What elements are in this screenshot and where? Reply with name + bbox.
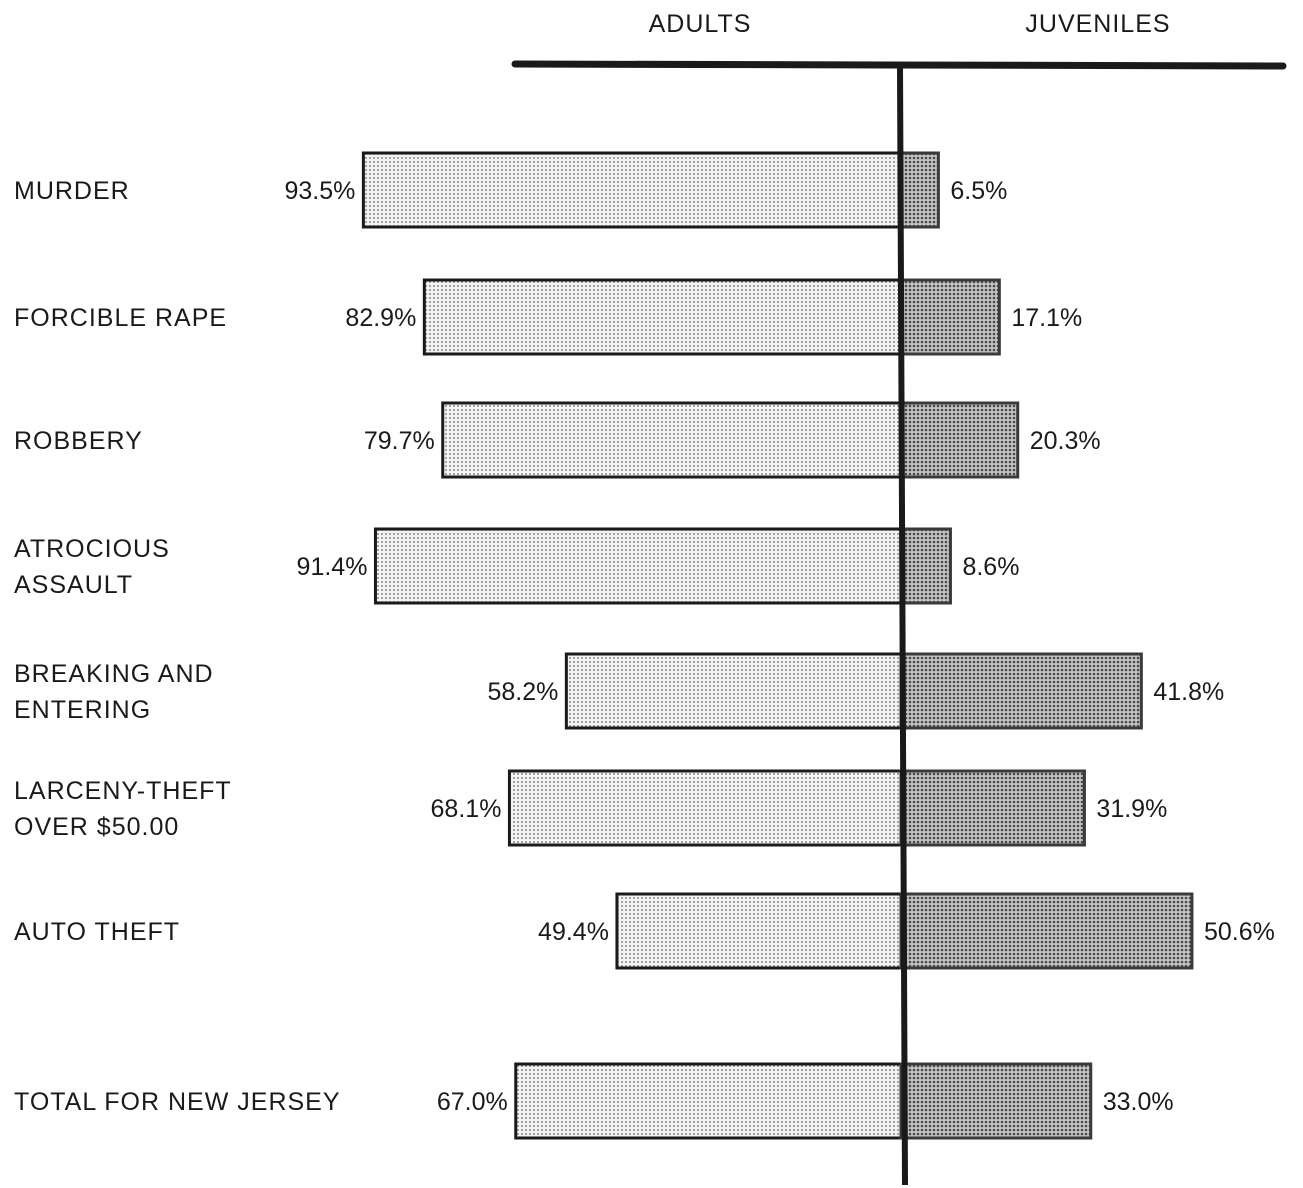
juveniles-value-label: 31.9% [1096, 795, 1167, 823]
category-label: FORCIBLE RAPE [14, 304, 227, 332]
category-label: ENTERING [14, 696, 151, 724]
juveniles-bar [899, 401, 1020, 479]
category-label: BREAKING AND [14, 660, 214, 688]
category-label: AUTO THEFT [14, 918, 180, 946]
adults-bar [514, 1062, 903, 1140]
adults-value-label: 91.4% [297, 553, 368, 581]
category-label: TOTAL FOR NEW JERSEY [14, 1088, 341, 1116]
category-label: MURDER [14, 177, 130, 205]
adults-bar [441, 401, 903, 479]
adults-value-label: 58.2% [487, 678, 558, 706]
juveniles-value-label: 41.8% [1153, 678, 1224, 706]
adults-value-label: 82.9% [345, 304, 416, 332]
juveniles-value-label: 8.6% [962, 553, 1019, 581]
category-label: ASSAULT [14, 571, 133, 599]
header-rule [511, 60, 1287, 70]
juveniles-value-label: 33.0% [1103, 1088, 1174, 1116]
juveniles-value-label: 50.6% [1204, 918, 1275, 946]
adults-value-label: 67.0% [437, 1088, 508, 1116]
juveniles-bar [899, 769, 1086, 847]
juveniles-bar [899, 278, 1001, 356]
category-label: LARCENY-THEFT [14, 777, 232, 805]
adults-bar [615, 892, 903, 970]
adults-value-label: 68.1% [431, 795, 502, 823]
adults-bar [373, 527, 903, 605]
adults-value-label: 93.5% [284, 177, 355, 205]
center-axis [897, 65, 908, 1186]
adults-value-label: 49.4% [538, 918, 609, 946]
juveniles-header: JUVENILES [1025, 10, 1170, 38]
category-label: OVER $50.00 [14, 813, 179, 841]
juveniles-value-label: 20.3% [1030, 427, 1101, 455]
juveniles-value-label: 17.1% [1011, 304, 1082, 332]
adults-value-label: 79.7% [364, 427, 435, 455]
juveniles-bar [899, 151, 940, 229]
adults-bar [507, 769, 903, 847]
adults-bar [361, 151, 903, 229]
juveniles-bar [899, 652, 1143, 730]
juveniles-bar [899, 527, 952, 605]
juveniles-bar [899, 892, 1194, 970]
bar-group: 93.5% 6.5% MURDER 82.9% 17.1% FORCIBLE RAPE 79… [14, 151, 1275, 1140]
juveniles-bar [899, 1062, 1093, 1140]
juveniles-value-label: 6.5% [950, 177, 1007, 205]
adults-header: ADULTS [649, 10, 752, 38]
category-label: ATROCIOUS [14, 535, 170, 563]
category-label: ROBBERY [14, 427, 143, 455]
adults-bar [422, 278, 903, 356]
adults-bar [564, 652, 903, 730]
